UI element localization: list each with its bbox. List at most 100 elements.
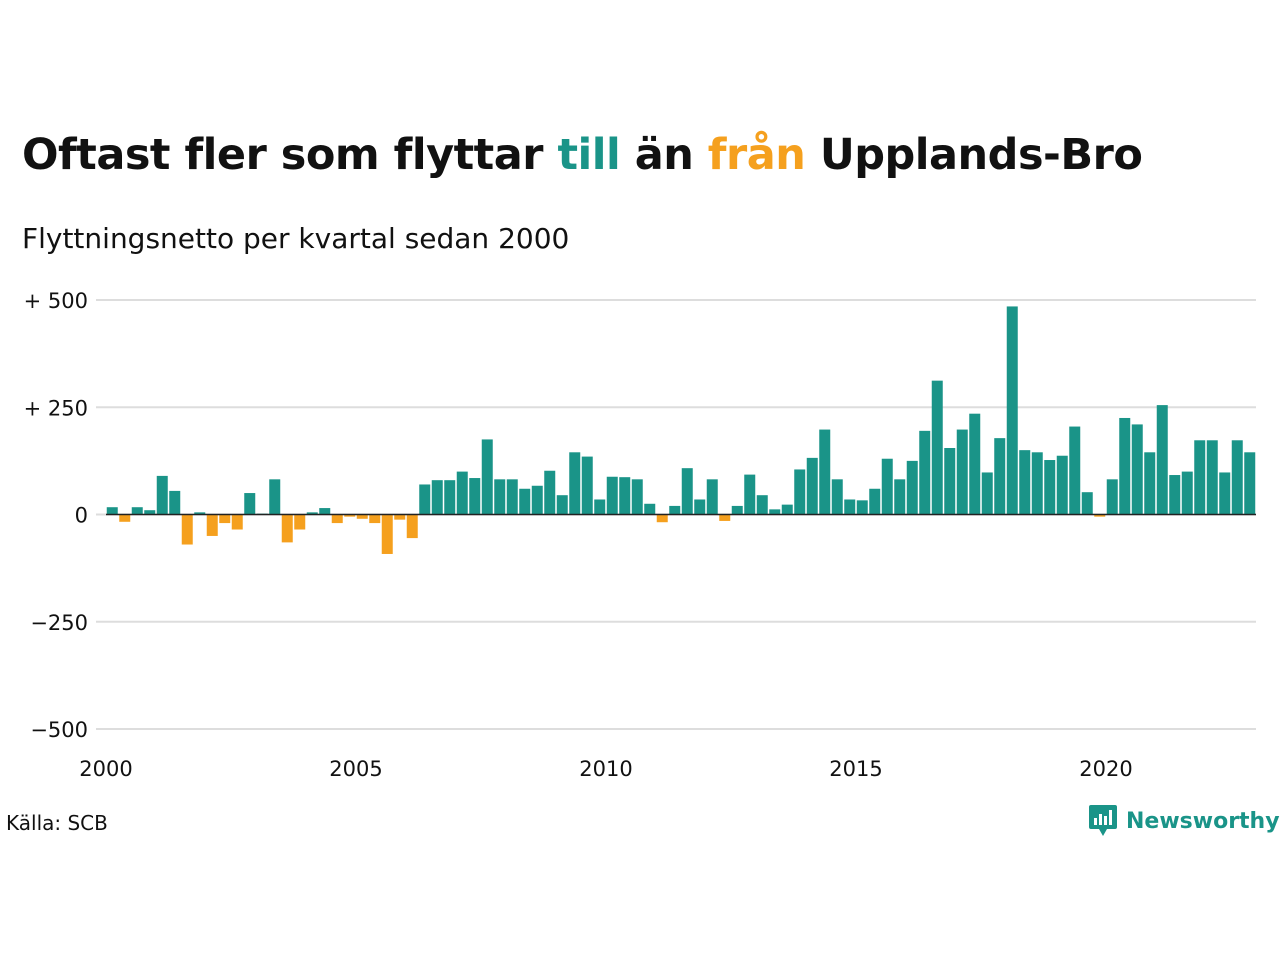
bar	[494, 479, 506, 515]
newsworthy-logo[interactable]: Newsworthy	[1088, 803, 1280, 839]
title-highlight-fran: från	[707, 130, 806, 180]
bar	[406, 514, 418, 539]
bar	[169, 490, 181, 515]
bar	[556, 495, 568, 515]
bar	[331, 514, 343, 524]
bar	[669, 505, 681, 515]
bar	[1019, 450, 1031, 515]
bar	[1156, 405, 1168, 515]
bar	[119, 514, 131, 522]
bar	[1044, 460, 1056, 515]
bar	[106, 507, 118, 515]
bar	[931, 380, 943, 515]
title-highlight-till: till	[557, 130, 621, 180]
bar	[394, 514, 406, 520]
bar-chart: + 500 + 250 0 −250 −500 2000 2005 2010 2015 2020	[24, 289, 1256, 781]
bar	[756, 495, 768, 515]
title-part-3: Upplands-Bro	[805, 130, 1143, 180]
bar	[706, 479, 718, 515]
bar	[844, 499, 856, 515]
y-tick-label: + 250	[24, 396, 88, 420]
y-tick-label: 0	[75, 504, 88, 528]
bar	[1106, 479, 1118, 515]
bar	[1119, 417, 1131, 515]
bar	[694, 499, 706, 515]
bar	[681, 468, 693, 515]
bar	[881, 458, 893, 515]
bar	[1231, 440, 1243, 515]
bar	[769, 509, 781, 515]
bar	[1094, 514, 1106, 517]
x-tick-label: 2015	[829, 757, 882, 781]
bar	[919, 430, 931, 515]
bar	[981, 472, 993, 515]
title-part-2: än	[620, 130, 708, 180]
bar	[1206, 440, 1218, 515]
x-tick-label: 2020	[1079, 757, 1132, 781]
bar	[294, 514, 306, 530]
bar	[1131, 424, 1143, 515]
bar	[1244, 452, 1256, 515]
bar	[831, 479, 843, 515]
bar	[431, 480, 443, 515]
bar	[1081, 492, 1093, 515]
bar	[594, 499, 606, 515]
bar	[281, 514, 293, 543]
bar	[869, 488, 881, 515]
bar	[956, 429, 968, 515]
x-axis-labels: 2000 2005 2010 2015 2020	[79, 757, 1132, 781]
bar	[719, 514, 731, 521]
bar	[944, 448, 956, 515]
bar	[156, 475, 168, 515]
bar	[306, 512, 318, 515]
bar	[519, 488, 531, 515]
bar	[1144, 452, 1156, 515]
chart-subtitle: Flyttningsnetto per kvartal sedan 2000	[22, 222, 570, 255]
bar	[806, 457, 818, 515]
bar	[219, 514, 231, 524]
bar	[531, 485, 543, 515]
bar	[544, 470, 556, 515]
bar	[456, 471, 468, 515]
bar	[894, 479, 906, 515]
bar	[644, 503, 656, 515]
bar	[656, 514, 668, 523]
bar	[469, 478, 481, 515]
bar	[581, 456, 593, 515]
x-tick-label: 2005	[329, 757, 382, 781]
y-axis-labels: + 500 + 250 0 −250 −500	[24, 289, 88, 742]
bar	[781, 504, 793, 515]
bar	[344, 514, 356, 517]
y-tick-label: −500	[30, 718, 88, 742]
bar	[1031, 452, 1043, 515]
bar	[206, 514, 218, 536]
source-note: Källa: SCB	[6, 811, 108, 835]
bar	[819, 429, 831, 515]
bar	[569, 452, 581, 515]
bar	[369, 514, 381, 524]
bar	[794, 469, 806, 515]
bar	[744, 474, 756, 515]
bar	[1069, 426, 1081, 515]
bar	[144, 510, 156, 515]
bar	[606, 476, 618, 515]
bar	[506, 479, 518, 515]
bar	[619, 477, 631, 515]
bar	[906, 460, 918, 515]
bar	[994, 438, 1006, 515]
bar	[356, 514, 368, 519]
bar	[319, 508, 331, 515]
bar	[444, 480, 456, 515]
bar	[419, 484, 431, 515]
bar	[231, 514, 243, 530]
bar	[1006, 306, 1018, 515]
x-tick-label: 2010	[579, 757, 632, 781]
bar	[269, 479, 281, 515]
bars	[106, 306, 1256, 554]
x-tick-label: 2000	[79, 757, 132, 781]
title-part-1: Oftast fler som flyttar	[22, 130, 558, 180]
bar	[1194, 440, 1206, 515]
bar	[631, 479, 643, 515]
bar	[1181, 471, 1193, 515]
bar	[731, 505, 743, 515]
